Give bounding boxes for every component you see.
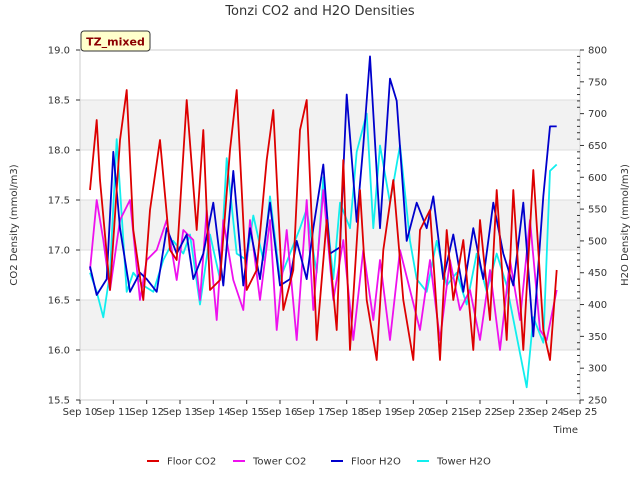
- x-tick-label: Sep 16: [263, 407, 298, 418]
- left-tick-label: 17.0: [48, 246, 70, 257]
- left-tick-label: 16.5: [48, 296, 70, 307]
- plot-band: [80, 100, 580, 150]
- right-axis: 250 300 350 400 450 500 550 600 650 700 750 800: [577, 46, 607, 407]
- x-tick-label: Sep 15: [229, 407, 264, 418]
- legend-label: Floor H2O: [351, 457, 401, 468]
- legend-label: Tower CO2: [252, 457, 306, 468]
- right-tick-label: 450: [588, 268, 607, 279]
- x-tick-label: Sep 22: [463, 407, 498, 418]
- chart-title: Tonzi CO2 and H2O Densities: [224, 4, 415, 19]
- left-tick-label: 16.0: [48, 346, 70, 357]
- right-tick-label: 350: [588, 332, 607, 343]
- right-tick-label: 700: [588, 109, 607, 120]
- legend: Floor CO2 Tower CO2 Floor H2O Tower H2O: [147, 457, 491, 468]
- legend-label: Floor CO2: [167, 457, 216, 468]
- x-tick-label: Sep 24: [529, 407, 564, 418]
- series-line-floor-h2o: [89, 55, 557, 338]
- left-tick-label: 18.5: [48, 96, 70, 107]
- x-tick-label: Sep 19: [363, 407, 398, 418]
- x-tick-label: Sep 23: [496, 407, 531, 418]
- legend-item-floor-co2: Floor CO2: [147, 457, 216, 468]
- badge-box: [80, 30, 151, 52]
- x-tick-label: Sep 21: [429, 407, 464, 418]
- x-tick-label: Sep 17: [296, 407, 331, 418]
- x-tick-label: Sep 20: [396, 407, 431, 418]
- right-tick-label: 500: [588, 236, 607, 247]
- right-tick-label: 400: [588, 300, 607, 311]
- legend-item-floor-h2o: Floor H2O: [331, 457, 401, 468]
- right-tick-label: 800: [588, 46, 607, 57]
- left-axis: 15.5 16.0 16.5 17.0 17.5 18.0 18.5 19.0: [48, 46, 80, 407]
- x-tick-label: Sep 18: [329, 407, 364, 418]
- series-layer: [89, 55, 558, 389]
- series-line-floor-co2: [89, 89, 558, 361]
- left-tick-label: 19.0: [48, 46, 70, 57]
- legend-item-tower-co2: Tower CO2: [233, 457, 306, 468]
- right-tick-label: 250: [588, 396, 607, 407]
- legend-item-tower-h2o: Tower H2O: [417, 457, 491, 468]
- x-tick-label: Sep 13: [163, 407, 198, 418]
- plot-frame: [79, 49, 581, 401]
- left-tick-label: 17.5: [48, 196, 70, 207]
- x-tick-label: Sep 11: [96, 407, 131, 418]
- legend-label: Tower H2O: [436, 457, 491, 468]
- x-tick-label: Sep 25: [563, 407, 598, 418]
- x-axis-title: Time: [553, 425, 578, 436]
- x-tick-label: Sep 14: [196, 407, 231, 418]
- x-tick-label: Sep 10: [63, 407, 98, 418]
- right-axis-title: H2O Density (mmol/m3): [620, 164, 631, 286]
- right-tick-label: 300: [588, 364, 607, 375]
- right-tick-label: 750: [588, 77, 607, 88]
- left-tick-label: 15.5: [48, 396, 70, 407]
- left-tick-label: 18.0: [48, 146, 70, 157]
- x-tick-label: Sep 12: [129, 407, 164, 418]
- right-tick-label: 600: [588, 173, 607, 184]
- right-tick-label: 550: [588, 205, 607, 216]
- tz-mixed-badge: TZ_mixed: [80, 30, 151, 52]
- left-axis-title: CO2 Density (mmol/m3): [9, 164, 20, 285]
- right-tick-label: 650: [588, 141, 607, 152]
- badge-label: TZ_mixed: [86, 36, 145, 49]
